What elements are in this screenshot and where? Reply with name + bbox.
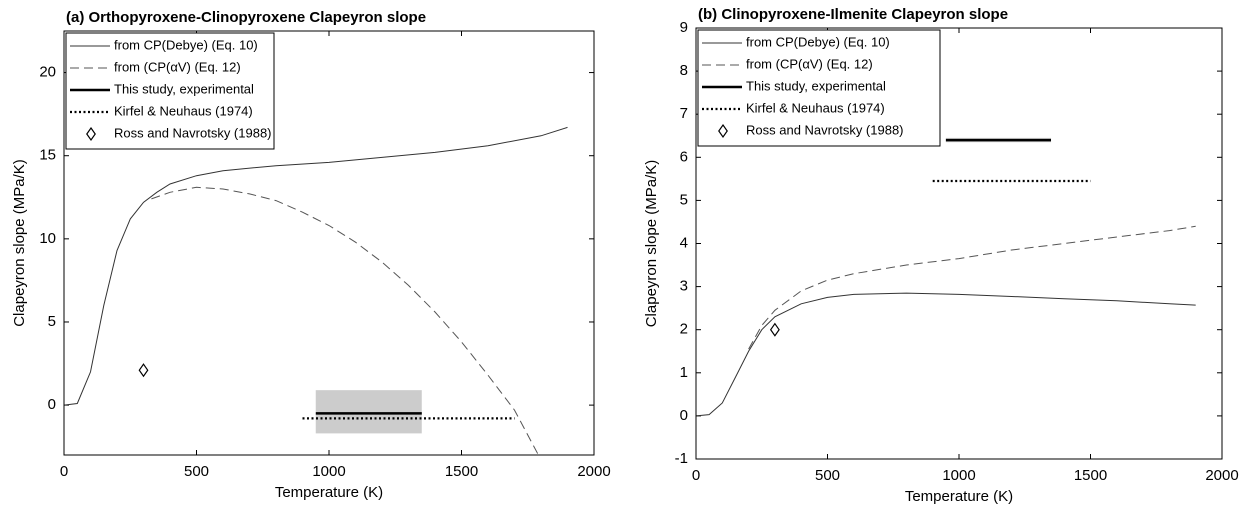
diamond-marker	[769, 322, 780, 337]
plot-frame	[695, 27, 1223, 460]
legend: from CP(Debye) (Eq. 10) from (CP(αV) (Eq.…	[65, 32, 275, 150]
legend-label: Kirfel & Neuhaus (1974)	[114, 103, 253, 118]
y-tick-label: -1	[675, 450, 688, 467]
chart-title: (a) Orthopyroxene-Clinopyroxene Clapeyro…	[66, 9, 426, 26]
x-tick-label: 1000	[312, 463, 345, 480]
legend-label: from CP(Debye) (Eq. 10)	[746, 34, 890, 49]
x-tick-label: 1500	[1074, 467, 1107, 484]
legend-label: from (CP(αV) (Eq. 12)	[114, 59, 241, 74]
plot-frame	[63, 30, 595, 456]
legend-label: Kirfel & Neuhaus (1974)	[746, 100, 885, 115]
y-tick-label: 10	[39, 230, 56, 247]
x-tick-label: 500	[184, 463, 209, 480]
y-tick-label: 15	[39, 147, 56, 164]
series-line	[64, 126, 568, 406]
x-tick-label: 2000	[577, 463, 610, 480]
y-tick-label: 5	[48, 313, 56, 330]
y-tick-label: 2	[680, 321, 688, 338]
y-tick-label: 0	[48, 396, 56, 413]
legend-label: Ross and Navrotsky (1988)	[114, 125, 272, 140]
y-tick-label: 3	[680, 278, 688, 295]
legend-label: Ross and Navrotsky (1988)	[746, 122, 904, 137]
legend-label: This study, experimental	[114, 81, 254, 96]
chart-title: (b) Clinopyroxene-Ilmenite Clapeyron slo…	[698, 6, 1008, 23]
y-tick-label: 8	[680, 62, 688, 79]
y-tick-label: 0	[680, 407, 688, 424]
legend-label: This study, experimental	[746, 78, 886, 93]
uncertainty-band	[315, 390, 422, 434]
legend-label: from (CP(αV) (Eq. 12)	[746, 56, 873, 71]
legend-marker	[718, 123, 728, 139]
x-axis-label: Temperature (K)	[905, 488, 1013, 505]
x-tick-label: 1500	[445, 463, 478, 480]
x-tick-label: 2000	[1205, 467, 1238, 484]
x-tick-label: 0	[60, 463, 68, 480]
legend-marker	[86, 126, 96, 142]
y-axis-label: Clapeyron slope (MPa/K)	[11, 159, 28, 327]
x-tick-label: 0	[692, 467, 700, 484]
y-axis-label: Clapeyron slope (MPa/K)	[643, 160, 660, 328]
series-line	[151, 186, 539, 455]
y-tick-label: 9	[680, 19, 688, 36]
y-tick-label: 5	[680, 191, 688, 208]
legend: from CP(Debye) (Eq. 10) from (CP(αV) (Eq.…	[697, 29, 941, 147]
panel: 0 500 1000 1500 2000 0 5 10 15 20 (a) Orthopyroxen…	[11, 9, 611, 501]
legend-label: from CP(Debye) (Eq. 10)	[114, 37, 258, 52]
x-axis-label: Temperature (K)	[275, 484, 383, 501]
y-tick-label: 4	[680, 234, 688, 251]
x-tick-label: 500	[815, 467, 840, 484]
diamond-marker	[138, 363, 149, 378]
y-tick-label: 20	[39, 64, 56, 81]
series-line	[696, 292, 1196, 417]
y-tick-label: 7	[680, 105, 688, 122]
series-line	[748, 225, 1196, 350]
y-tick-label: 6	[680, 148, 688, 165]
x-tick-label: 1000	[942, 467, 975, 484]
y-tick-label: 1	[680, 364, 688, 381]
